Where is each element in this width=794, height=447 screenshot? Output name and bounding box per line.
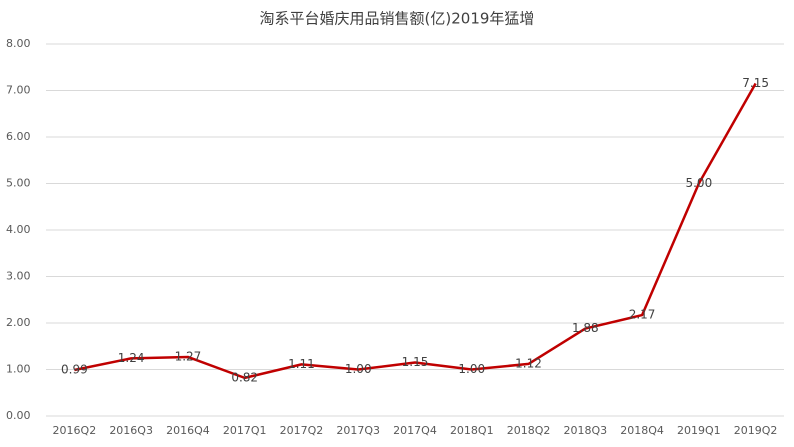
x-tick-label: 2018Q1 (450, 424, 494, 437)
x-tick-label: 2018Q4 (620, 424, 664, 437)
y-tick-label: 6.00 (6, 130, 31, 143)
y-tick-label: 3.00 (6, 270, 31, 283)
x-tick-label: 2019Q1 (677, 424, 721, 437)
chart-title: 淘系平台婚庆用品销售额(亿)2019年猛增 (260, 10, 535, 28)
data-label: 1.00 (345, 362, 372, 376)
y-tick-label: 4.00 (6, 223, 31, 236)
data-label: 1.27 (175, 349, 202, 363)
data-label: 1.88 (572, 321, 599, 335)
data-label: 0.82 (231, 370, 258, 384)
y-tick-label: 7.00 (6, 84, 31, 97)
data-label: 7.15 (742, 76, 769, 90)
x-tick-label: 2019Q2 (734, 424, 778, 437)
x-tick-label: 2018Q2 (507, 424, 551, 437)
y-tick-label: 1.00 (6, 363, 31, 376)
y-tick-label: 5.00 (6, 177, 31, 190)
x-tick-label: 2017Q2 (280, 424, 324, 437)
data-label: 1.12 (515, 356, 542, 370)
data-label: 1.15 (402, 355, 429, 369)
data-label: 1.11 (288, 357, 315, 371)
y-tick-label: 2.00 (6, 316, 31, 329)
y-tick-label: 0.00 (6, 409, 31, 422)
x-tick-label: 2016Q3 (109, 424, 153, 437)
y-tick-label: 8.00 (6, 37, 31, 50)
x-tick-label: 2017Q3 (336, 424, 380, 437)
x-tick-label: 2016Q4 (166, 424, 210, 437)
x-tick-label: 2018Q3 (563, 424, 607, 437)
data-label: 1.24 (118, 351, 145, 365)
x-tick-label: 2016Q2 (53, 424, 97, 437)
x-tick-label: 2017Q1 (223, 424, 267, 437)
data-line (74, 82, 757, 380)
x-tick-label: 2017Q4 (393, 424, 437, 437)
data-label: 5.00 (685, 176, 712, 190)
data-label: 2.17 (629, 308, 656, 322)
data-label: 0.99 (61, 362, 88, 376)
data-label: 1.00 (458, 362, 485, 376)
